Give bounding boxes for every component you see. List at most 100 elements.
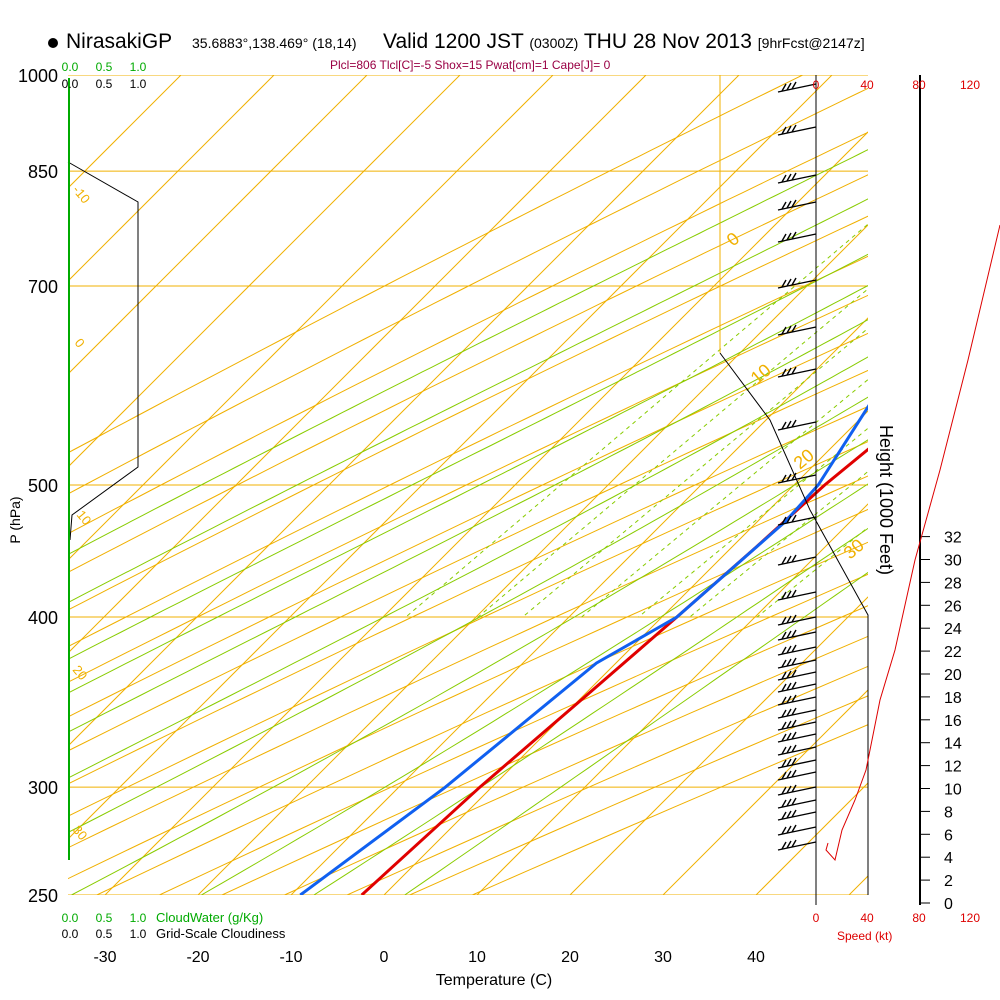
height-tick-label: 16 bbox=[944, 713, 962, 730]
dry-adiabat-label: 30 bbox=[840, 535, 868, 563]
wind-barb-feather bbox=[791, 824, 797, 833]
wind-barb-shaft bbox=[777, 811, 817, 821]
cloud-water-tick-bottom: 1.0 bbox=[130, 911, 147, 925]
station-coords: 35.6883°,138.469° (18,14) bbox=[192, 35, 357, 51]
cloudiness-tick-top: 0.0 bbox=[62, 77, 79, 91]
height-tick-label: 32 bbox=[944, 530, 962, 547]
wind-barb-feather bbox=[791, 199, 797, 208]
height-tick-label: 20 bbox=[944, 667, 962, 684]
moist-adiabat-line bbox=[313, 527, 868, 895]
wind-barb-feather bbox=[791, 419, 797, 428]
wind-barb-feather bbox=[781, 786, 787, 795]
wind-barb-feather bbox=[781, 659, 787, 668]
wind-barb-feather bbox=[791, 707, 797, 716]
wind-barb-feather bbox=[781, 631, 787, 640]
wind-barb-feather bbox=[791, 589, 797, 598]
wind-barb-feather bbox=[791, 681, 797, 690]
dry-adiabat-line bbox=[68, 332, 868, 718]
wind-barb-feather bbox=[786, 232, 792, 241]
pressure-label: 250 bbox=[28, 886, 58, 906]
wind-barb bbox=[777, 472, 817, 484]
wind-barb bbox=[777, 514, 817, 526]
forecast-info: [9hrFcst@2147z] bbox=[757, 35, 865, 51]
stability-indices: Plcl=806 Tlcl[C]=-5 Shox=15 Pwat[cm]=1 C… bbox=[330, 58, 611, 72]
isotherm-line bbox=[68, 75, 368, 375]
isotherm-line bbox=[68, 75, 275, 282]
height-tick-label: 6 bbox=[944, 827, 953, 844]
height-tick-label: 28 bbox=[944, 575, 962, 592]
wind-barb-feather bbox=[786, 658, 792, 667]
isotherm-label: 0 bbox=[72, 335, 88, 350]
dry-adiabat-line bbox=[68, 75, 803, 454]
cloudiness-tick-top: 0.5 bbox=[96, 77, 113, 91]
wind-barb-feather bbox=[786, 278, 792, 287]
wind-barb-feather bbox=[791, 324, 797, 333]
cloud-water-tick-bottom: 0.5 bbox=[96, 911, 113, 925]
wind-barb-shaft bbox=[777, 174, 817, 184]
wind-barb bbox=[777, 324, 817, 336]
profile-layer bbox=[299, 404, 868, 895]
wind-barb-feather bbox=[786, 758, 792, 767]
wind-barb-shaft bbox=[777, 696, 817, 706]
wind-barb-shaft bbox=[777, 126, 817, 136]
cloud-water-tick-bottom: 0.0 bbox=[62, 911, 79, 925]
moist-adiabat-line bbox=[68, 198, 868, 604]
wind-barb bbox=[777, 731, 817, 743]
dry-adiabat-line bbox=[68, 87, 868, 495]
dry-adiabat-line bbox=[68, 508, 868, 880]
dry-adiabat-line bbox=[68, 294, 868, 683]
wind-barb-feather bbox=[791, 554, 797, 563]
height-tick-label: 24 bbox=[944, 621, 962, 638]
wind-barb bbox=[777, 657, 817, 669]
wind-barb-feather bbox=[791, 657, 797, 666]
wind-barb-feather bbox=[781, 368, 787, 377]
isotherm-line bbox=[662, 689, 868, 895]
cloud-water-title: CloudWater (g/Kg) bbox=[156, 910, 263, 925]
wind-barb-shaft bbox=[777, 368, 817, 378]
isotherm-line bbox=[68, 75, 554, 561]
dry-adiabat-label: 20 bbox=[790, 445, 818, 473]
wind-barb-feather bbox=[786, 473, 792, 482]
cloudiness-title: Grid-Scale Cloudiness bbox=[156, 926, 286, 941]
wind-barb-feather bbox=[791, 809, 797, 818]
isotherm-line bbox=[68, 75, 740, 747]
wind-barb bbox=[777, 744, 817, 756]
cloudiness-tick-top: 1.0 bbox=[130, 77, 147, 91]
mixing-ratio-line bbox=[405, 223, 868, 618]
temperature-tick-label: 0 bbox=[380, 949, 389, 966]
axis-labels: 1235812200102030-10010203002468101214161… bbox=[7, 60, 980, 989]
wind-barb bbox=[777, 124, 817, 136]
wind-barb-shaft bbox=[777, 683, 817, 693]
cloudiness-tick-bottom: 0.5 bbox=[96, 927, 113, 941]
wind-barb bbox=[777, 719, 817, 731]
dry-adiabat-line bbox=[68, 131, 868, 535]
wind-barb-feather bbox=[781, 746, 787, 755]
cloud-water-tick-top: 0.5 bbox=[96, 60, 113, 74]
height-tick-label: 30 bbox=[944, 553, 962, 570]
dry-adiabat-line bbox=[96, 541, 868, 895]
x-axis-title: Temperature (C) bbox=[436, 972, 552, 989]
wind-barb bbox=[777, 809, 817, 821]
wind-barb-feather bbox=[786, 732, 792, 741]
wind-barb-shaft bbox=[777, 279, 817, 289]
wind-barb-shaft bbox=[777, 733, 817, 743]
wind-barb bbox=[777, 366, 817, 378]
dry-adiabat-line bbox=[68, 255, 868, 648]
isotherm-line bbox=[68, 75, 647, 654]
cloud-water-tick-top: 1.0 bbox=[130, 60, 147, 74]
wind-barb bbox=[777, 784, 817, 796]
wind-barb bbox=[777, 277, 817, 289]
pressure-label: 700 bbox=[28, 277, 58, 297]
wind-barb bbox=[777, 81, 817, 93]
cloudiness-tick-bottom: 1.0 bbox=[130, 927, 147, 941]
speed-tick-bottom: 0 bbox=[813, 911, 820, 925]
dry-adiabat-line bbox=[221, 605, 868, 895]
wind-barb bbox=[777, 231, 817, 243]
pressure-label: 850 bbox=[28, 162, 58, 182]
wind-barb-shaft bbox=[777, 474, 817, 484]
wind-barb-feather bbox=[786, 173, 792, 182]
wind-barb-shaft bbox=[777, 233, 817, 243]
wind-barb-feather bbox=[786, 682, 792, 691]
wind-barb-feather bbox=[791, 784, 797, 793]
